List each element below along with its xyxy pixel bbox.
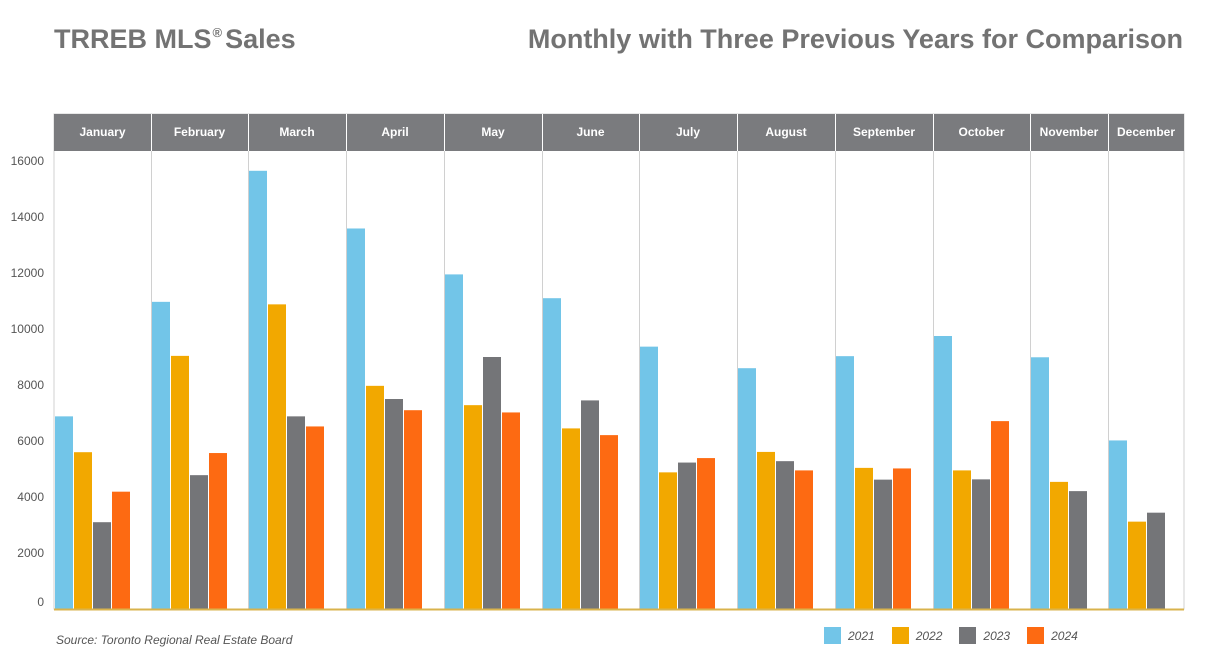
source-note: Source: Toronto Regional Real Estate Boa… xyxy=(56,633,293,647)
legend-swatch-2022 xyxy=(891,627,909,644)
month-label: December xyxy=(1117,125,1175,139)
bar-2022 xyxy=(74,452,92,609)
bar-2021 xyxy=(738,368,756,609)
bar-2022 xyxy=(464,405,482,609)
legend: 2021 2022 2023 2024 xyxy=(824,627,1095,644)
bar-2024 xyxy=(893,468,911,609)
bar-2024 xyxy=(697,458,715,609)
registered-mark: ® xyxy=(212,25,223,40)
bar-2022 xyxy=(171,355,189,609)
bar-2024 xyxy=(209,453,227,609)
y-tick-label: 0 xyxy=(37,595,44,609)
legend-swatch-2024 xyxy=(1027,627,1045,644)
y-tick-label: 14000 xyxy=(11,210,45,224)
y-tick-label: 2000 xyxy=(17,546,44,560)
legend-item-2024: 2024 xyxy=(1027,627,1078,644)
y-tick-label: 10000 xyxy=(11,322,45,336)
bar-2023 xyxy=(972,479,990,609)
legend-item-2022: 2022 xyxy=(891,627,943,644)
bar-2023 xyxy=(93,522,111,609)
bar-2023 xyxy=(483,357,501,609)
legend-label-2022: 2022 xyxy=(915,628,943,643)
bar-2021 xyxy=(543,298,561,609)
bar-2022 xyxy=(366,385,384,609)
month-label: November xyxy=(1040,125,1099,139)
month-label: June xyxy=(576,125,604,139)
bar-2022 xyxy=(855,467,873,609)
month-header-band xyxy=(54,114,1184,151)
bar-2024 xyxy=(795,470,813,609)
bar-2024 xyxy=(404,410,422,609)
bar-2021 xyxy=(347,228,365,610)
bar-2023 xyxy=(190,475,208,609)
bar-2023 xyxy=(287,416,305,609)
bar-2023 xyxy=(874,479,892,609)
chart-title-main: TRREB MLS xyxy=(54,24,212,54)
bar-2024 xyxy=(306,426,324,609)
bar-2022 xyxy=(659,472,677,609)
bar-2023 xyxy=(678,462,696,609)
bar-2022 xyxy=(1128,521,1146,609)
y-tick-label: 8000 xyxy=(17,378,44,392)
bar-2023 xyxy=(1147,512,1165,609)
chart-title: TRREB MLS® Sales xyxy=(54,24,296,55)
bar-2022 xyxy=(757,451,775,609)
bar-2021 xyxy=(249,170,267,610)
bar-2024 xyxy=(991,421,1009,609)
legend-item-2023: 2023 xyxy=(959,627,1010,644)
bar-2023 xyxy=(1069,491,1087,609)
chart-title-suffix: Sales xyxy=(225,24,296,54)
legend-label-2021: 2021 xyxy=(848,628,875,643)
bar-2021 xyxy=(640,346,658,609)
bar-2024 xyxy=(502,412,520,609)
bar-2023 xyxy=(581,400,599,609)
bar-2023 xyxy=(776,461,794,609)
legend-swatch-2023 xyxy=(959,627,977,644)
month-label: March xyxy=(279,125,314,139)
bar-2021 xyxy=(55,416,73,609)
y-tick-label: 6000 xyxy=(17,434,44,448)
month-label: May xyxy=(481,125,505,139)
bar-2023 xyxy=(385,399,403,609)
bar-2022 xyxy=(953,470,971,609)
bar-2021 xyxy=(1031,357,1049,609)
legend-label-2023: 2023 xyxy=(983,628,1011,643)
bar-2021 xyxy=(1109,440,1127,609)
bar-2021 xyxy=(152,301,170,609)
bar-2021 xyxy=(836,356,854,609)
bar-2024 xyxy=(600,435,618,609)
bar-2021 xyxy=(445,274,463,609)
legend-swatch-2021 xyxy=(824,627,841,644)
legend-item-2021: 2021 xyxy=(824,627,875,644)
month-label: February xyxy=(174,125,226,139)
bar-2021 xyxy=(934,336,952,609)
y-tick-label: 4000 xyxy=(17,490,44,504)
bar-2022 xyxy=(268,304,286,609)
bar-2024 xyxy=(112,491,130,609)
month-label: August xyxy=(765,125,806,139)
y-tick-label: 12000 xyxy=(11,266,45,280)
month-label: September xyxy=(853,125,915,139)
y-tick-label: 16000 xyxy=(11,154,45,168)
month-label: October xyxy=(958,125,1004,139)
chart-subtitle: Monthly with Three Previous Years for Co… xyxy=(527,24,1183,54)
month-label: July xyxy=(676,125,700,139)
bar-2022 xyxy=(562,428,580,609)
month-label: April xyxy=(381,125,408,139)
bar-2022 xyxy=(1050,481,1068,609)
month-label: January xyxy=(79,125,125,139)
legend-label-2024: 2024 xyxy=(1051,628,1078,643)
